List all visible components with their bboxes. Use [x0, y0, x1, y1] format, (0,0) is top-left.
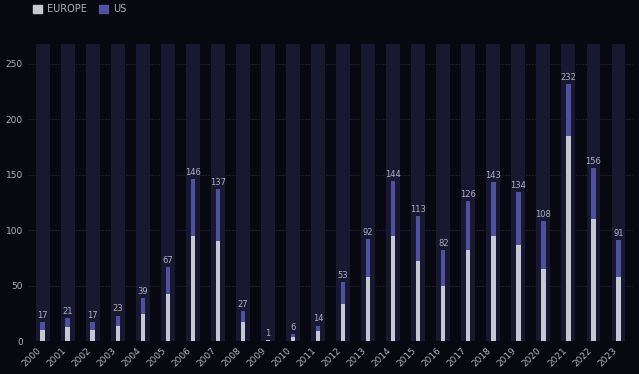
Text: 14: 14: [312, 314, 323, 323]
Bar: [616, 277, 620, 341]
Bar: [466, 250, 470, 341]
Bar: [311, 44, 325, 341]
Bar: [190, 236, 195, 341]
Text: 92: 92: [363, 228, 373, 237]
Bar: [241, 311, 245, 322]
Bar: [441, 286, 445, 341]
Text: 134: 134: [511, 181, 527, 190]
Bar: [486, 44, 500, 341]
Text: 17: 17: [88, 311, 98, 320]
Bar: [141, 315, 145, 341]
Text: 17: 17: [37, 311, 48, 320]
Bar: [591, 219, 596, 341]
Bar: [591, 168, 596, 219]
Bar: [412, 44, 425, 341]
Text: 156: 156: [585, 157, 601, 166]
Bar: [566, 84, 571, 136]
Text: 144: 144: [385, 170, 401, 179]
Text: 53: 53: [338, 271, 348, 280]
Text: 91: 91: [613, 229, 624, 238]
Bar: [291, 337, 295, 341]
Bar: [461, 44, 475, 341]
Bar: [587, 44, 600, 341]
Text: 232: 232: [560, 73, 576, 82]
Bar: [161, 44, 174, 341]
Bar: [136, 44, 150, 341]
Text: 108: 108: [535, 210, 551, 219]
Bar: [291, 334, 295, 337]
Legend: EUROPE, US: EUROPE, US: [33, 4, 127, 14]
Bar: [511, 44, 525, 341]
Text: 82: 82: [438, 239, 449, 248]
Bar: [562, 44, 575, 341]
Bar: [215, 241, 220, 341]
Text: 23: 23: [112, 304, 123, 313]
Bar: [466, 201, 470, 250]
Bar: [366, 277, 371, 341]
Bar: [341, 282, 345, 304]
Text: 126: 126: [460, 190, 476, 199]
Bar: [166, 294, 170, 341]
Bar: [86, 44, 100, 341]
Bar: [541, 221, 546, 269]
Bar: [61, 44, 75, 341]
Text: 1: 1: [265, 329, 270, 338]
Bar: [316, 331, 320, 341]
Bar: [566, 136, 571, 341]
Bar: [416, 216, 420, 261]
Bar: [391, 236, 396, 341]
Bar: [261, 44, 275, 341]
Bar: [391, 181, 396, 236]
Bar: [91, 330, 95, 341]
Bar: [266, 340, 270, 341]
Bar: [341, 304, 345, 341]
Bar: [116, 316, 120, 325]
Bar: [616, 240, 620, 277]
Bar: [361, 44, 375, 341]
Bar: [40, 322, 45, 330]
Bar: [236, 44, 250, 341]
Bar: [491, 183, 495, 236]
Bar: [541, 269, 546, 341]
Bar: [612, 44, 626, 341]
Text: 27: 27: [238, 300, 249, 309]
Bar: [441, 250, 445, 286]
Bar: [186, 44, 200, 341]
Bar: [40, 330, 45, 341]
Bar: [36, 44, 50, 341]
Text: 21: 21: [63, 307, 73, 316]
Bar: [241, 322, 245, 341]
Bar: [141, 298, 145, 315]
Bar: [416, 261, 420, 341]
Bar: [215, 189, 220, 241]
Bar: [211, 44, 225, 341]
Bar: [286, 44, 300, 341]
Bar: [516, 245, 521, 341]
Bar: [537, 44, 550, 341]
Bar: [166, 267, 170, 294]
Bar: [65, 327, 70, 341]
Bar: [436, 44, 450, 341]
Text: 6: 6: [290, 323, 296, 332]
Bar: [91, 322, 95, 330]
Bar: [111, 44, 125, 341]
Bar: [336, 44, 350, 341]
Bar: [65, 318, 70, 327]
Text: 146: 146: [185, 168, 201, 177]
Bar: [386, 44, 400, 341]
Text: 143: 143: [486, 171, 501, 180]
Bar: [516, 193, 521, 245]
Bar: [116, 325, 120, 341]
Bar: [190, 179, 195, 236]
Text: 39: 39: [137, 286, 148, 295]
Bar: [366, 239, 371, 277]
Text: 137: 137: [210, 178, 226, 187]
Bar: [491, 236, 495, 341]
Text: 67: 67: [162, 255, 173, 264]
Bar: [316, 325, 320, 331]
Text: 113: 113: [410, 205, 426, 214]
